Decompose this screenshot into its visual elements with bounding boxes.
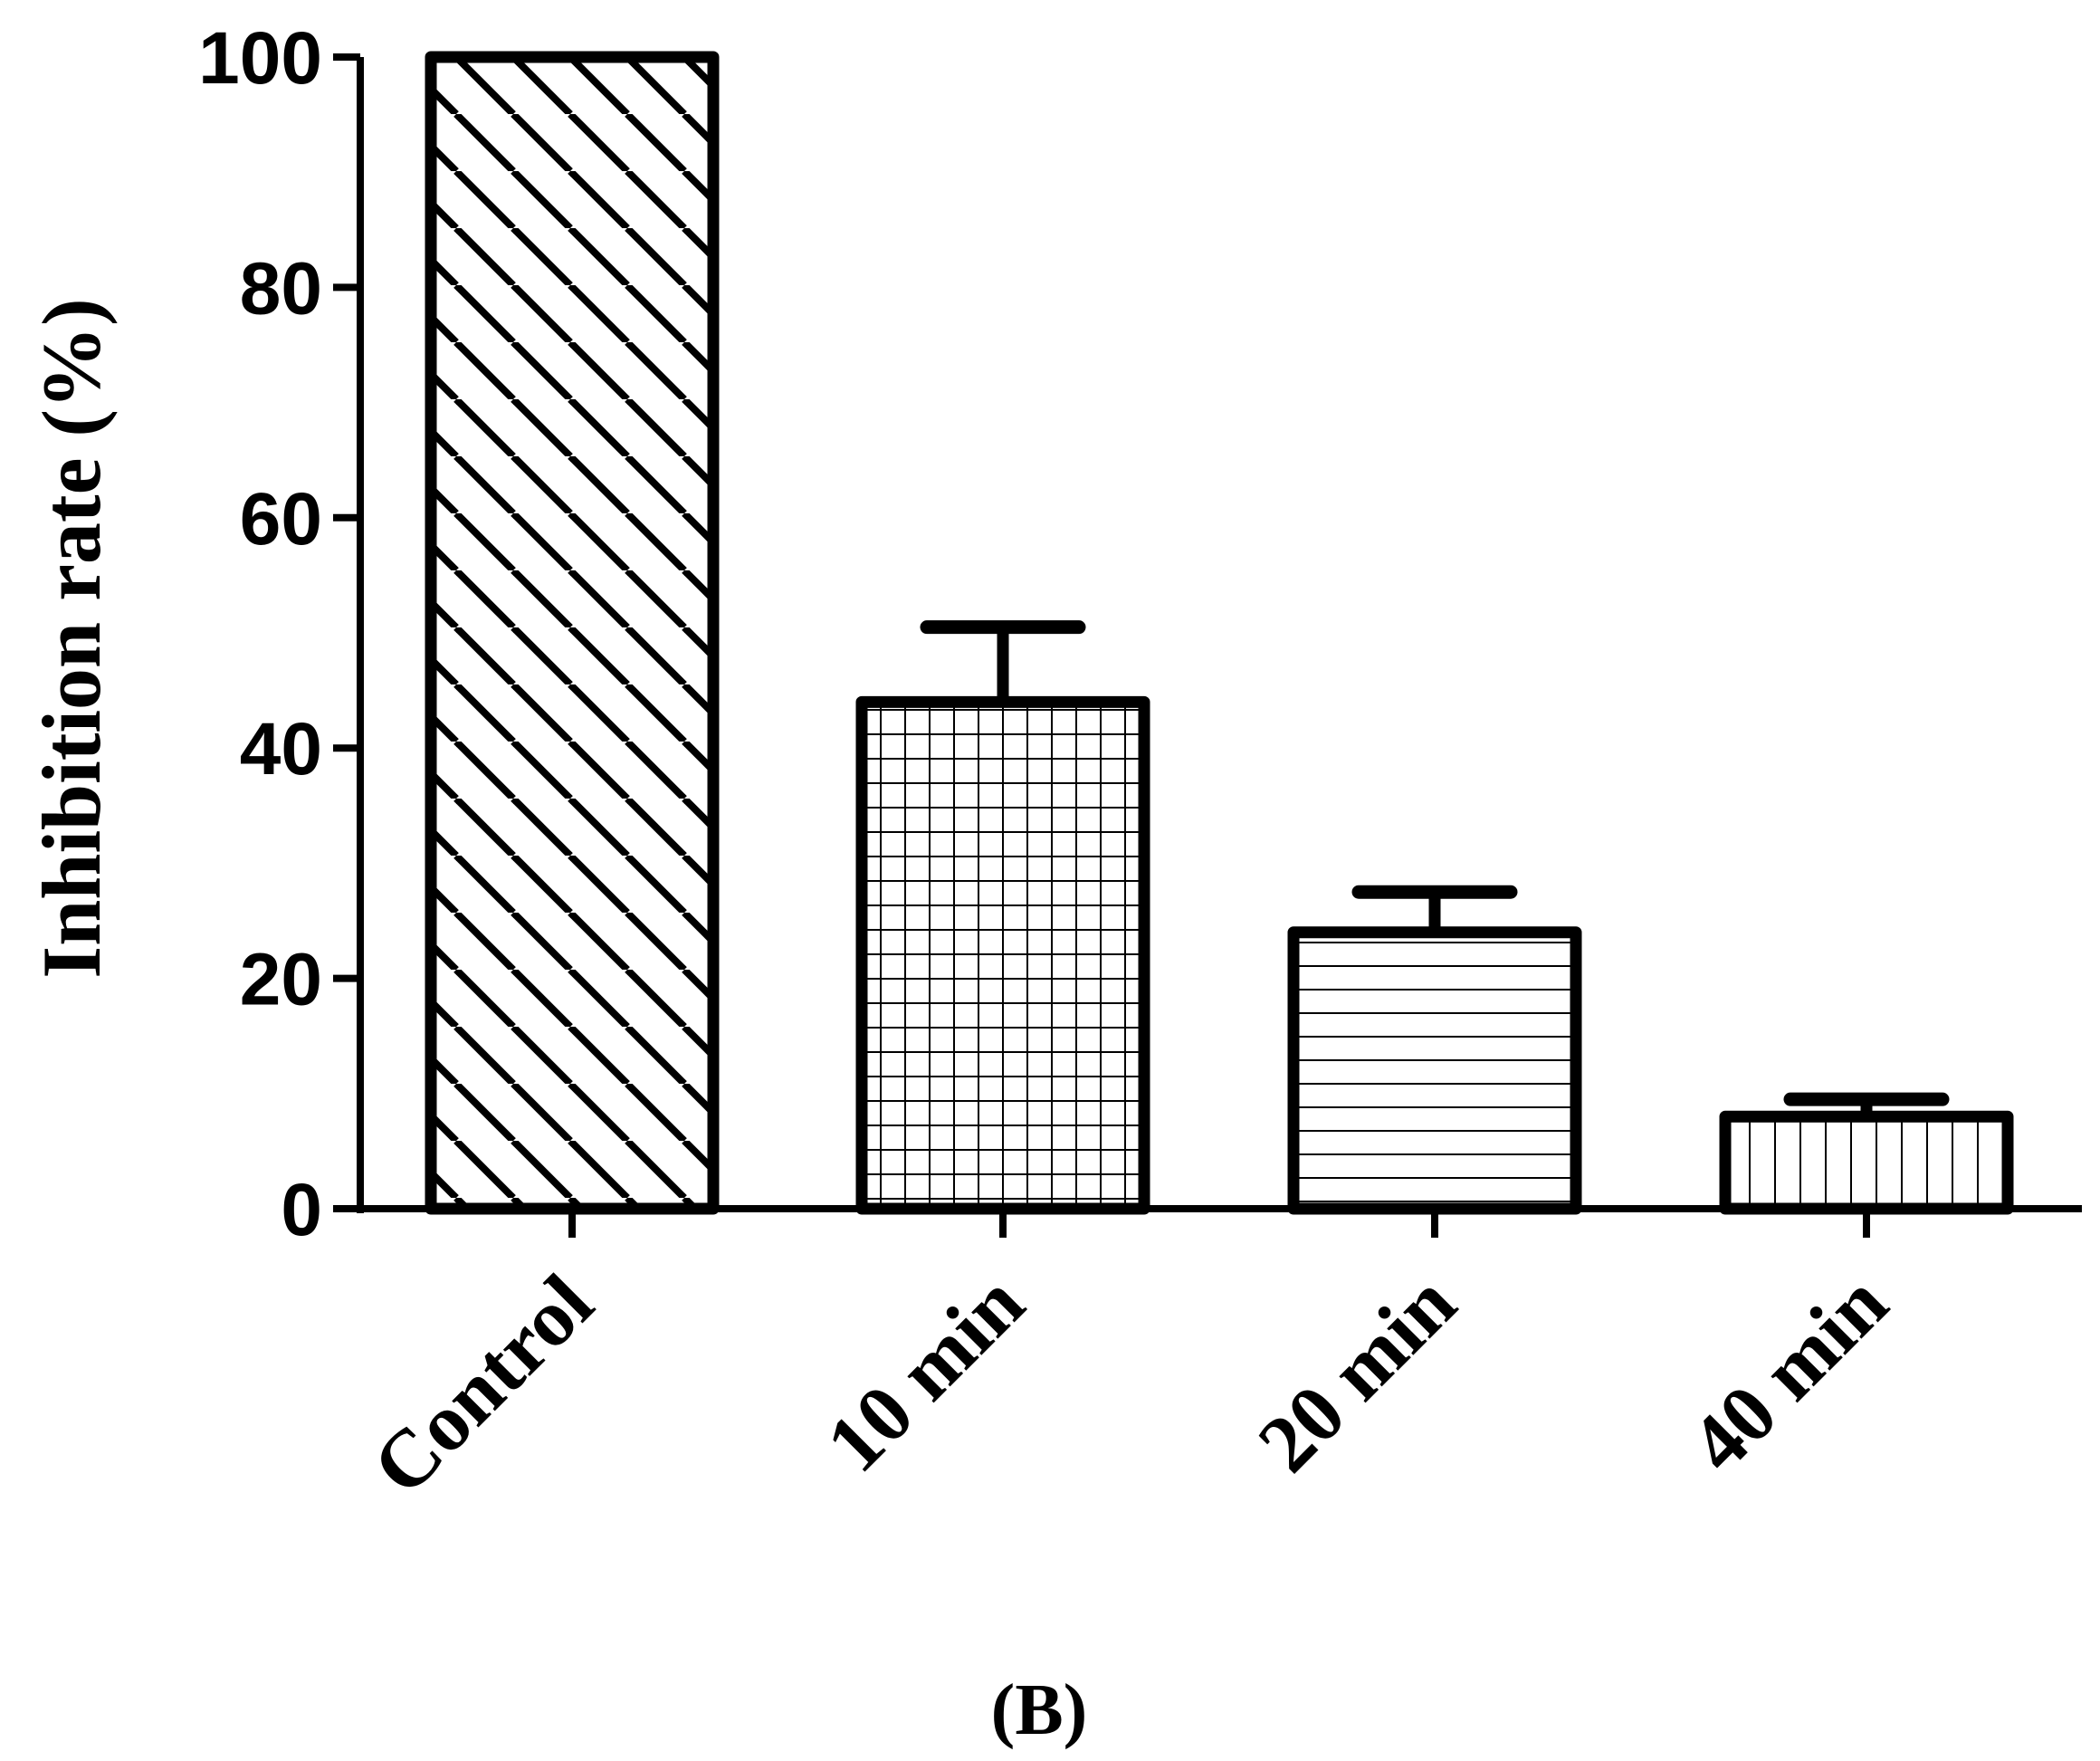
bar-pattern-10-min <box>862 702 1144 1209</box>
y-tick-label-0: 0 <box>281 1169 322 1251</box>
bars-layer <box>425 51 2014 1215</box>
x-tick-label-40-min: 40 min <box>1674 1258 1905 1489</box>
y-tick-label-20: 20 <box>240 939 322 1021</box>
y-axis-title: Inhibition rate (%) <box>25 298 118 978</box>
axes-layer <box>333 53 2082 1238</box>
panel-label: (B) <box>991 1670 1088 1750</box>
x-tick-label-10-min: 10 min <box>810 1258 1042 1489</box>
y-tick-label-80: 80 <box>240 247 322 330</box>
bar-pattern-20-min <box>1293 932 1576 1209</box>
bar-pattern-control <box>431 57 713 1209</box>
x-tick-label-control: Control <box>356 1258 610 1512</box>
y-tick-label-40: 40 <box>240 708 322 790</box>
y-tick-label-100: 100 <box>198 17 322 100</box>
y-tick-label-60: 60 <box>240 478 322 560</box>
bar-pattern-40-min <box>1725 1116 2008 1209</box>
x-tick-label-20-min: 20 min <box>1242 1258 1474 1489</box>
error-bars-layer <box>920 620 1950 1117</box>
